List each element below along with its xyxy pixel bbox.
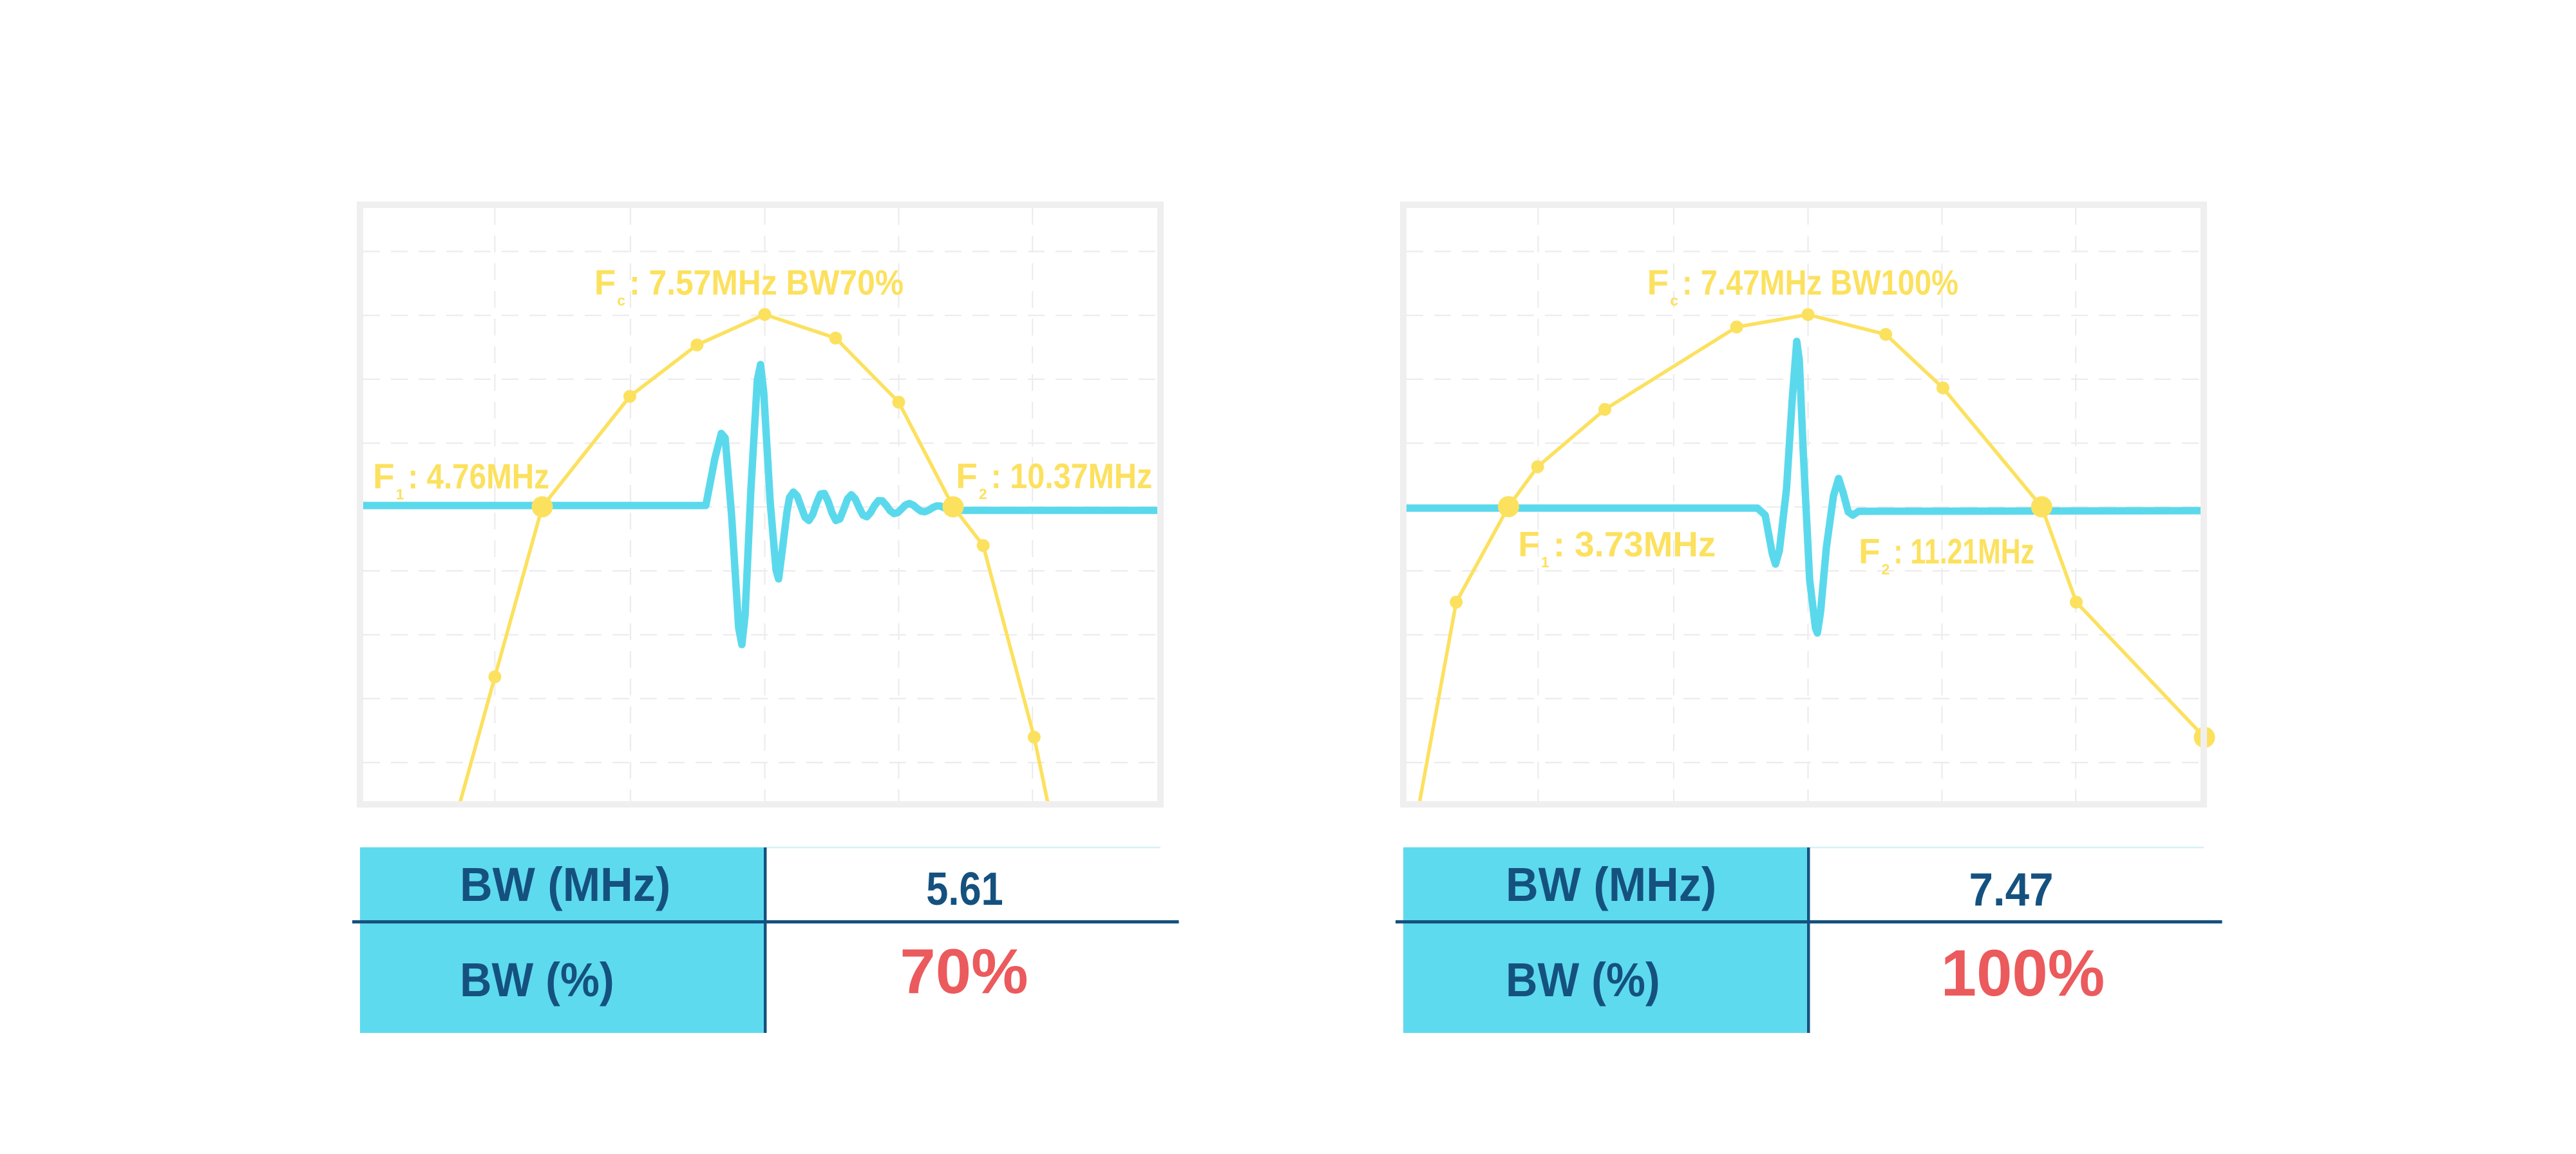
svg-text:F: F <box>1859 531 1880 571</box>
svg-text:: 4.76MHz: : 4.76MHz <box>408 456 549 496</box>
svg-text:BW (MHz): BW (MHz) <box>1506 858 1716 911</box>
svg-text:F: F <box>1647 263 1669 303</box>
svg-text:c: c <box>1670 292 1678 309</box>
svg-text:2: 2 <box>979 486 987 502</box>
svg-text:: 11.21MHz: : 11.21MHz <box>1893 532 2034 571</box>
svg-text:F: F <box>1518 524 1540 564</box>
svg-text:: 3.73MHz: : 3.73MHz <box>1553 524 1716 564</box>
svg-text:BW (MHz): BW (MHz) <box>460 858 670 911</box>
svg-text:F: F <box>594 262 616 302</box>
svg-text:5.61: 5.61 <box>926 863 1003 915</box>
svg-text:70%: 70% <box>900 936 1028 1007</box>
svg-text:BW (%): BW (%) <box>460 954 614 1007</box>
svg-text:2: 2 <box>1882 561 1890 578</box>
svg-text:1: 1 <box>1541 554 1549 571</box>
svg-text:BW (%): BW (%) <box>1506 954 1660 1007</box>
svg-text:: 7.47MHz BW100%: : 7.47MHz BW100% <box>1682 263 1958 302</box>
svg-text:7.47: 7.47 <box>1969 864 2053 916</box>
svg-text:c: c <box>617 292 625 308</box>
svg-text:100%: 100% <box>1941 937 2105 1010</box>
svg-text:F: F <box>956 456 978 496</box>
svg-text:F: F <box>373 456 395 496</box>
svg-text:1: 1 <box>396 486 404 502</box>
svg-text:: 7.57MHz BW70%: : 7.57MHz BW70% <box>629 263 904 303</box>
svg-text:: 10.37MHz: : 10.37MHz <box>991 456 1153 496</box>
